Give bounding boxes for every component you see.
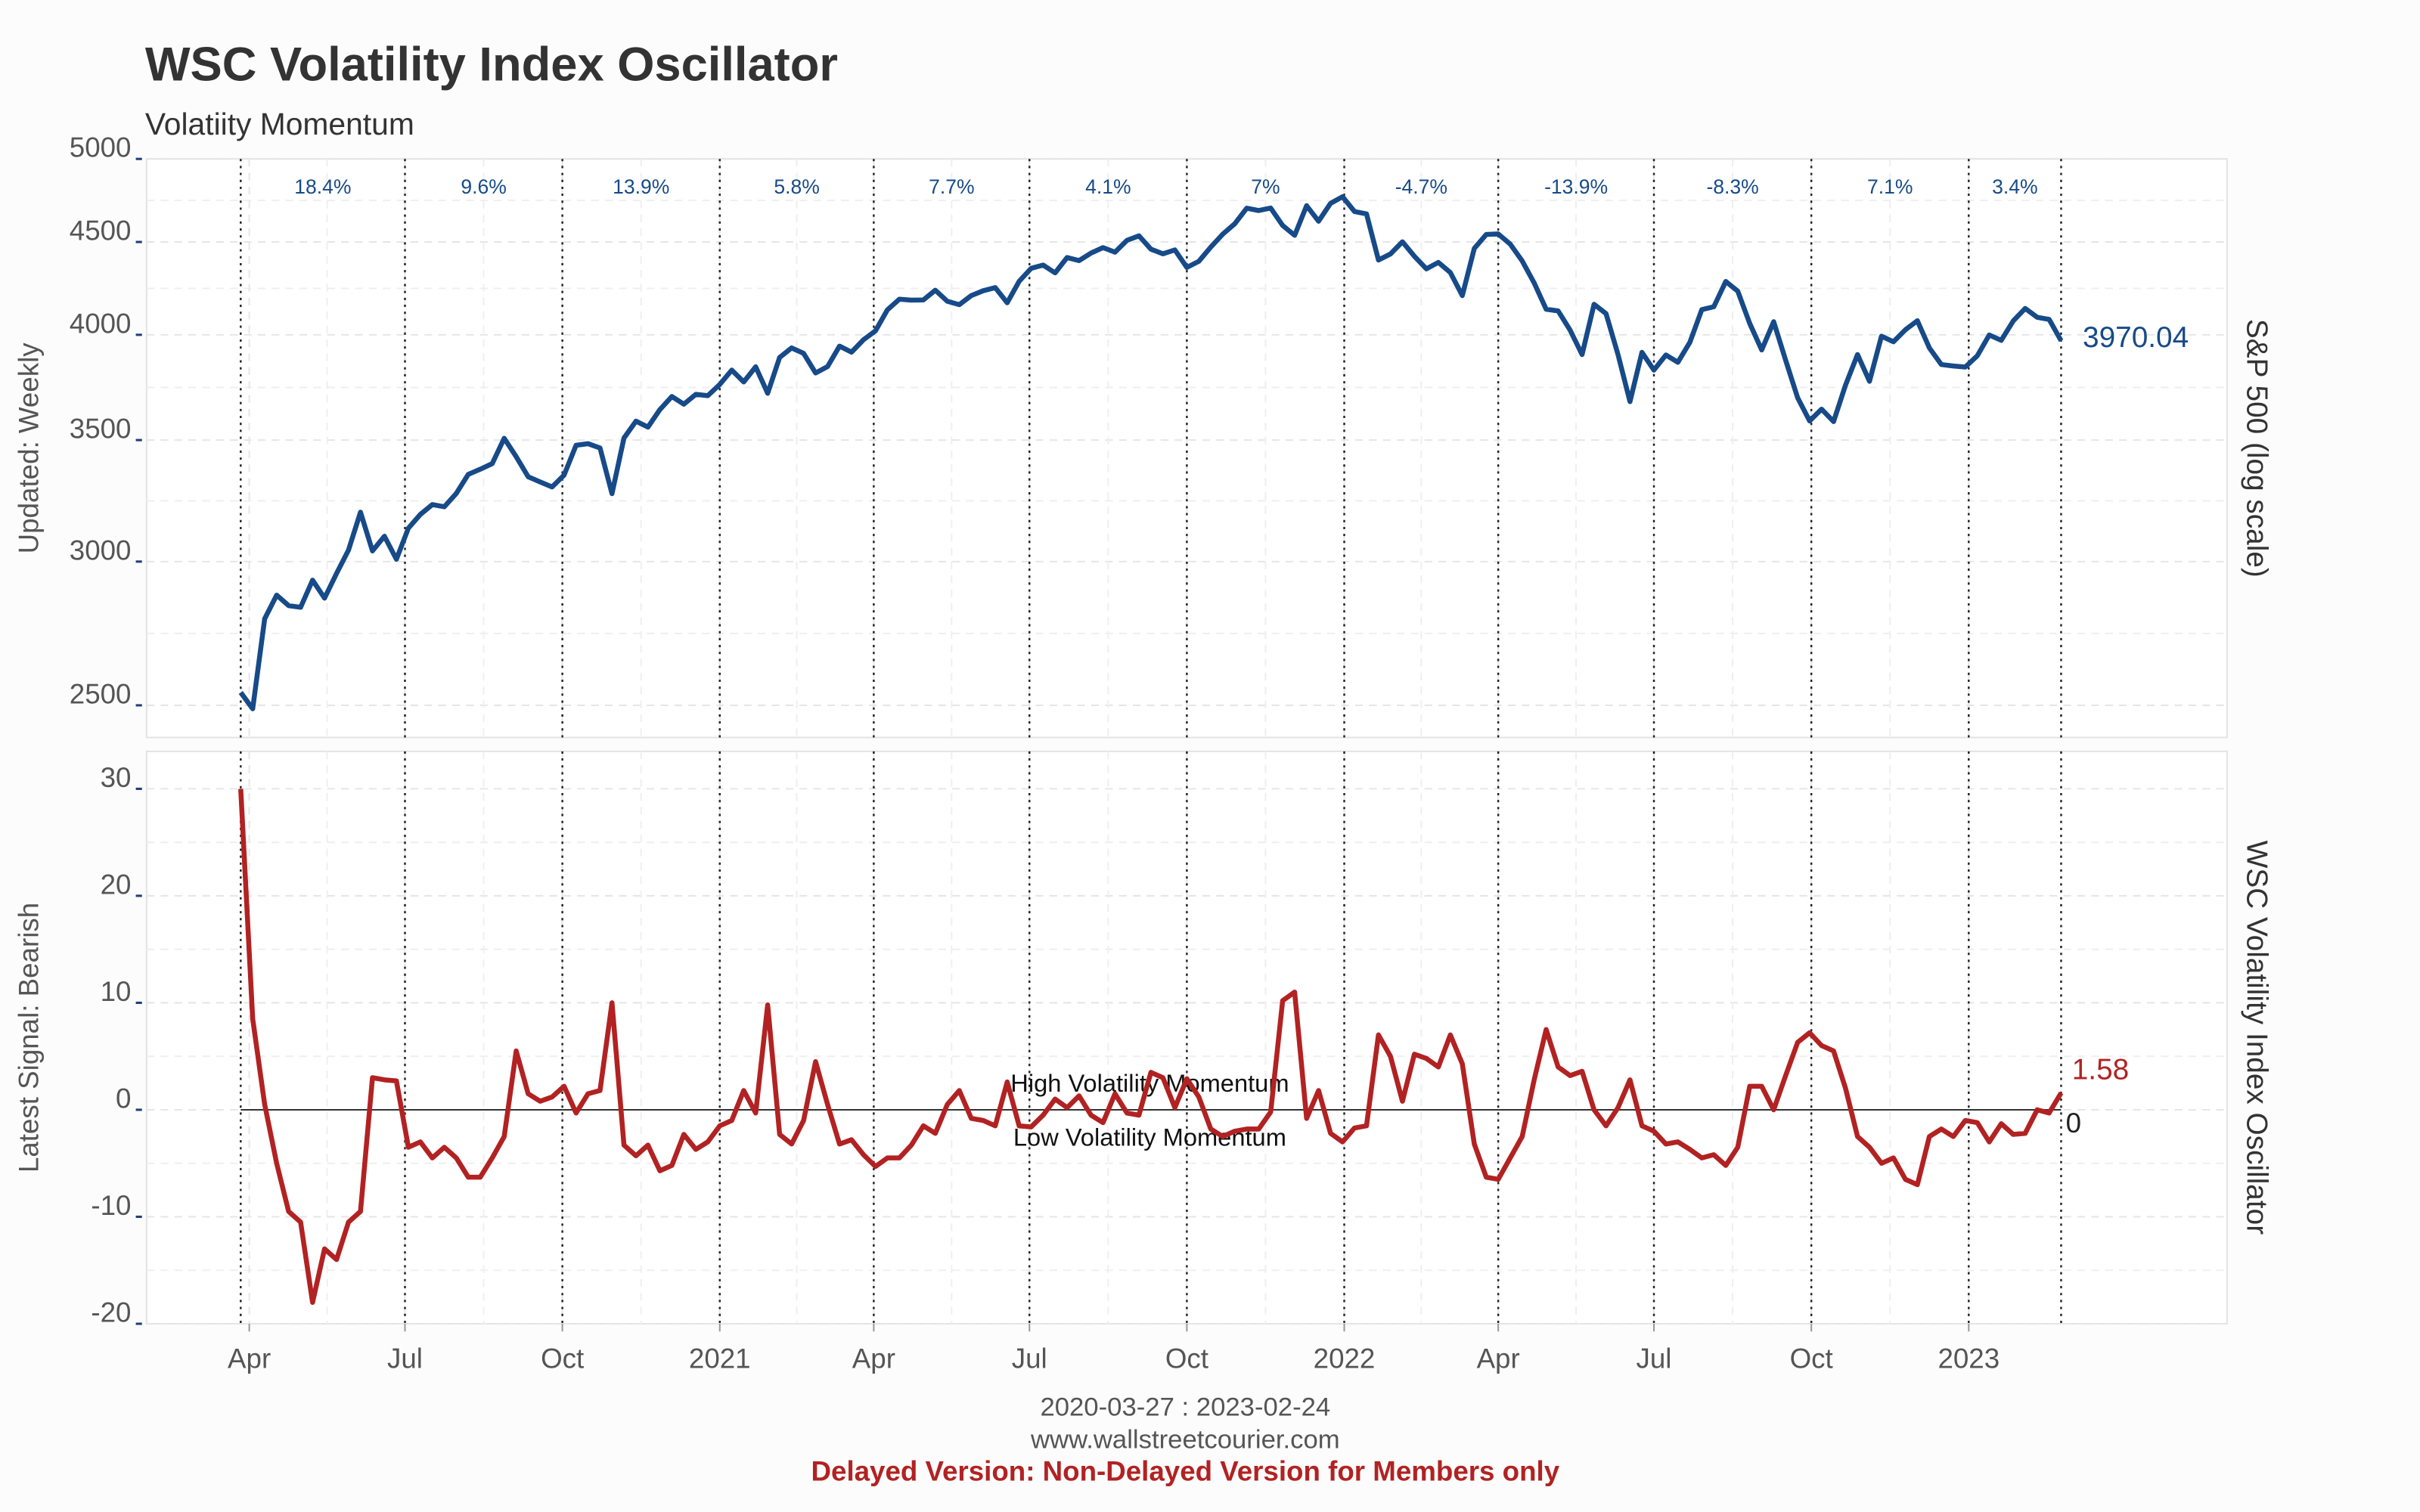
period-return: 4.1%: [1085, 175, 1131, 198]
y-tick-label: -10: [91, 1190, 131, 1221]
website: www.wallstreetcourier.com: [1030, 1425, 1340, 1454]
series-line: [238, 789, 2064, 1305]
period-return: -8.3%: [1706, 175, 1758, 198]
x-tick-label: Jul: [1012, 1343, 1047, 1374]
chart-subtitle: Volatiity Momentum: [145, 107, 414, 141]
period-return: 3.4%: [1992, 175, 2037, 198]
plot-area: [145, 158, 2228, 739]
period-return: -4.7%: [1395, 175, 1447, 198]
period-return: 13.9%: [613, 175, 669, 198]
y-tick-label: 30: [101, 762, 132, 793]
y-tick-label: 3000: [70, 534, 132, 565]
x-tick-label: 2023: [1938, 1343, 2000, 1374]
y-tick-label: 0: [116, 1083, 131, 1114]
series-line: [238, 194, 2064, 711]
x-tick-label: Oct: [541, 1343, 584, 1374]
y-axis-label-right: S&P 500 (log scale): [2240, 319, 2273, 578]
last-value-label: 1.58: [2072, 1053, 2129, 1086]
date-range: 2020-03-27 : 2023-02-24: [1040, 1393, 1330, 1421]
x-tick-label: Oct: [1165, 1343, 1208, 1374]
y-axis-label-left: Updated: Weekly: [14, 342, 45, 554]
x-tick-label: Apr: [1477, 1343, 1520, 1374]
y-tick-label: 2500: [70, 678, 132, 709]
period-return: 7%: [1251, 175, 1280, 198]
x-tick-label: Oct: [1790, 1343, 1833, 1374]
last-value-label: 3970.04: [2083, 321, 2189, 354]
period-return: 5.8%: [774, 175, 819, 198]
notice: Delayed Version: Non-Delayed Version for…: [811, 1456, 1560, 1487]
x-tick-label: Apr: [852, 1343, 895, 1374]
x-tick-label: Jul: [1637, 1343, 1672, 1374]
x-tick-label: 2021: [689, 1343, 751, 1374]
x-tick-label: 2022: [1314, 1343, 1376, 1374]
period-return: 18.4%: [294, 175, 351, 198]
period-return: -13.9%: [1544, 175, 1608, 198]
y-tick-label: 10: [101, 976, 132, 1007]
y-axis-label-left: Latest Signal: Bearish: [14, 903, 45, 1173]
y-tick-label: 4000: [70, 308, 132, 339]
y-tick-label: 3500: [70, 414, 132, 445]
y-tick-label: 20: [101, 869, 132, 900]
reference-label: 0: [2066, 1108, 2081, 1139]
x-tick-label: Jul: [387, 1343, 423, 1374]
period-return: 7.1%: [1867, 175, 1913, 198]
period-return: 9.6%: [461, 175, 506, 198]
y-tick-label: -20: [91, 1297, 131, 1328]
chart-title: WSC Volatility Index Oscillator: [145, 38, 838, 91]
y-tick-label: 4500: [70, 215, 132, 246]
x-tick-label: Apr: [228, 1343, 271, 1374]
period-return: 7.7%: [929, 175, 974, 198]
y-tick-label: 5000: [70, 132, 132, 163]
y-axis-label-right: WSC Volatility Index Oscillator: [2240, 841, 2273, 1235]
